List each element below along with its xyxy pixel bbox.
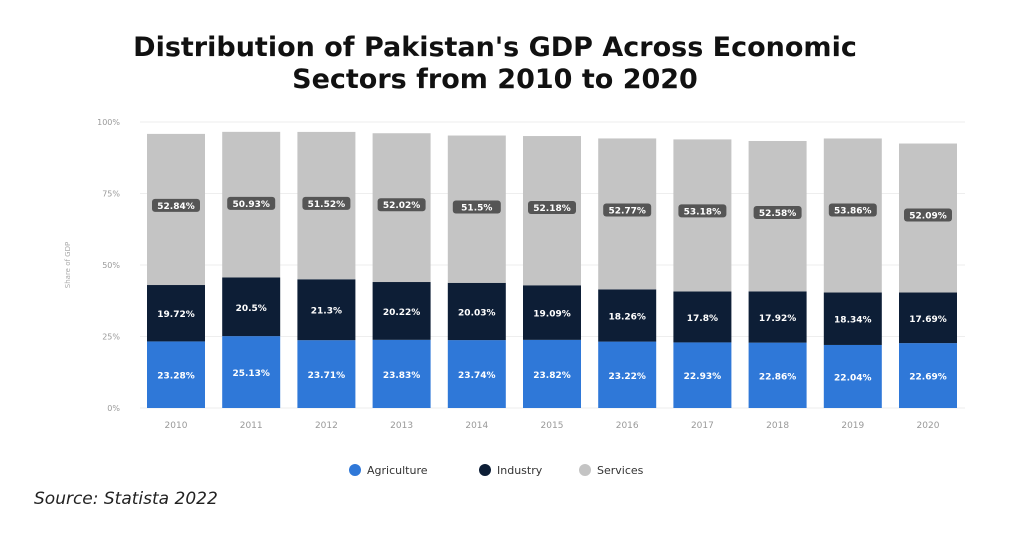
x-tick-label: 2013 [390, 421, 413, 431]
data-label: 25.13% [232, 369, 270, 379]
data-label: 23.22% [608, 372, 646, 382]
legend-marker [479, 464, 491, 476]
data-label-bg [227, 196, 276, 210]
bar-industry [297, 279, 356, 341]
data-label: 21.3% [311, 307, 342, 317]
data-label-bg [904, 208, 952, 222]
legend-label: Agriculture [367, 464, 428, 477]
data-label: 19.72% [157, 310, 195, 320]
bar-agriculture [447, 340, 506, 408]
data-label: 17.69% [909, 315, 947, 325]
data-label-bg [528, 201, 576, 215]
data-label-bg [828, 203, 877, 217]
x-tick-label: 2012 [315, 421, 338, 431]
legend-label: Industry [497, 464, 543, 477]
bar-agriculture [823, 344, 882, 408]
bar-industry [673, 291, 732, 343]
legend-marker [579, 464, 591, 476]
legend-marker [349, 464, 361, 476]
x-tick-label: 2017 [691, 421, 714, 431]
data-label-bg [452, 200, 501, 214]
chart-title-line2: Sectors from 2010 to 2020 [292, 64, 698, 95]
data-label-bg [603, 203, 652, 217]
y-tick-label: 75% [102, 190, 120, 199]
data-label: 23.83% [383, 371, 421, 381]
data-label: 52.84% [157, 202, 195, 212]
bar-industry [598, 289, 657, 342]
bar-agriculture [598, 341, 657, 408]
bar-agriculture [222, 336, 281, 408]
data-label: 23.71% [308, 371, 346, 381]
data-label: 19.09% [533, 310, 571, 320]
data-label: 52.77% [608, 206, 646, 216]
x-tick-label: 2011 [240, 421, 263, 431]
bar-agriculture [748, 342, 807, 408]
y-tick-label: 100% [97, 118, 120, 127]
bar-industry [447, 282, 506, 341]
x-tick-label: 2016 [616, 421, 639, 431]
bar-industry [823, 292, 882, 345]
data-label: 51.5% [461, 204, 492, 214]
data-label: 20.03% [458, 308, 496, 318]
source-note: Source: Statista 2022 [34, 489, 218, 509]
data-label: 23.74% [458, 371, 496, 381]
bar-industry [147, 285, 205, 342]
data-label: 20.22% [383, 308, 421, 318]
data-label: 52.18% [533, 204, 571, 214]
x-tick-label: 2019 [841, 421, 864, 431]
data-label: 17.8% [687, 314, 718, 324]
x-tick-label: 2018 [766, 421, 789, 431]
data-label: 52.09% [909, 212, 947, 222]
bar-agriculture [673, 342, 732, 408]
data-label: 22.93% [684, 372, 722, 382]
bar-agriculture [523, 339, 581, 408]
bar-agriculture [297, 340, 356, 408]
legend-label: Services [597, 464, 644, 477]
bar-agriculture [899, 343, 957, 408]
x-tick-label: 2020 [917, 421, 940, 431]
data-label: 50.93% [232, 200, 270, 210]
data-label-bg [152, 198, 200, 212]
bar-industry [222, 277, 281, 337]
data-label: 18.34% [834, 316, 872, 326]
bar-agriculture [372, 339, 431, 408]
data-label: 22.04% [834, 373, 872, 383]
bar-industry [899, 292, 957, 344]
x-tick-label: 2010 [165, 421, 188, 431]
data-label: 53.86% [834, 206, 872, 216]
data-label: 53.18% [684, 207, 722, 217]
x-tick-label: 2015 [541, 421, 564, 431]
data-label-bg [678, 204, 727, 218]
data-label: 52.02% [383, 201, 421, 211]
data-label: 23.82% [533, 371, 571, 381]
bar-industry [523, 285, 581, 340]
data-label: 23.28% [157, 372, 195, 382]
bar-industry [372, 282, 431, 340]
bar-industry [748, 291, 807, 343]
data-label: 22.86% [759, 372, 797, 382]
bar-agriculture [147, 341, 205, 408]
data-label: 22.69% [909, 373, 947, 383]
data-label-bg [302, 196, 351, 210]
y-tick-label: 0% [107, 404, 120, 413]
data-label: 20.5% [236, 304, 267, 314]
y-axis-label: Share of GDP [64, 242, 72, 288]
data-label-bg [753, 205, 802, 219]
data-label: 18.26% [608, 312, 646, 322]
data-label: 51.52% [308, 200, 346, 210]
data-label: 52.58% [759, 209, 797, 219]
y-tick-label: 25% [102, 333, 120, 342]
chart-title: Distribution of Pakistan's GDP Across Ec… [133, 32, 857, 63]
data-label-bg [377, 198, 426, 212]
x-tick-label: 2014 [465, 421, 488, 431]
y-tick-label: 50% [102, 261, 120, 270]
data-label: 17.92% [759, 314, 797, 324]
